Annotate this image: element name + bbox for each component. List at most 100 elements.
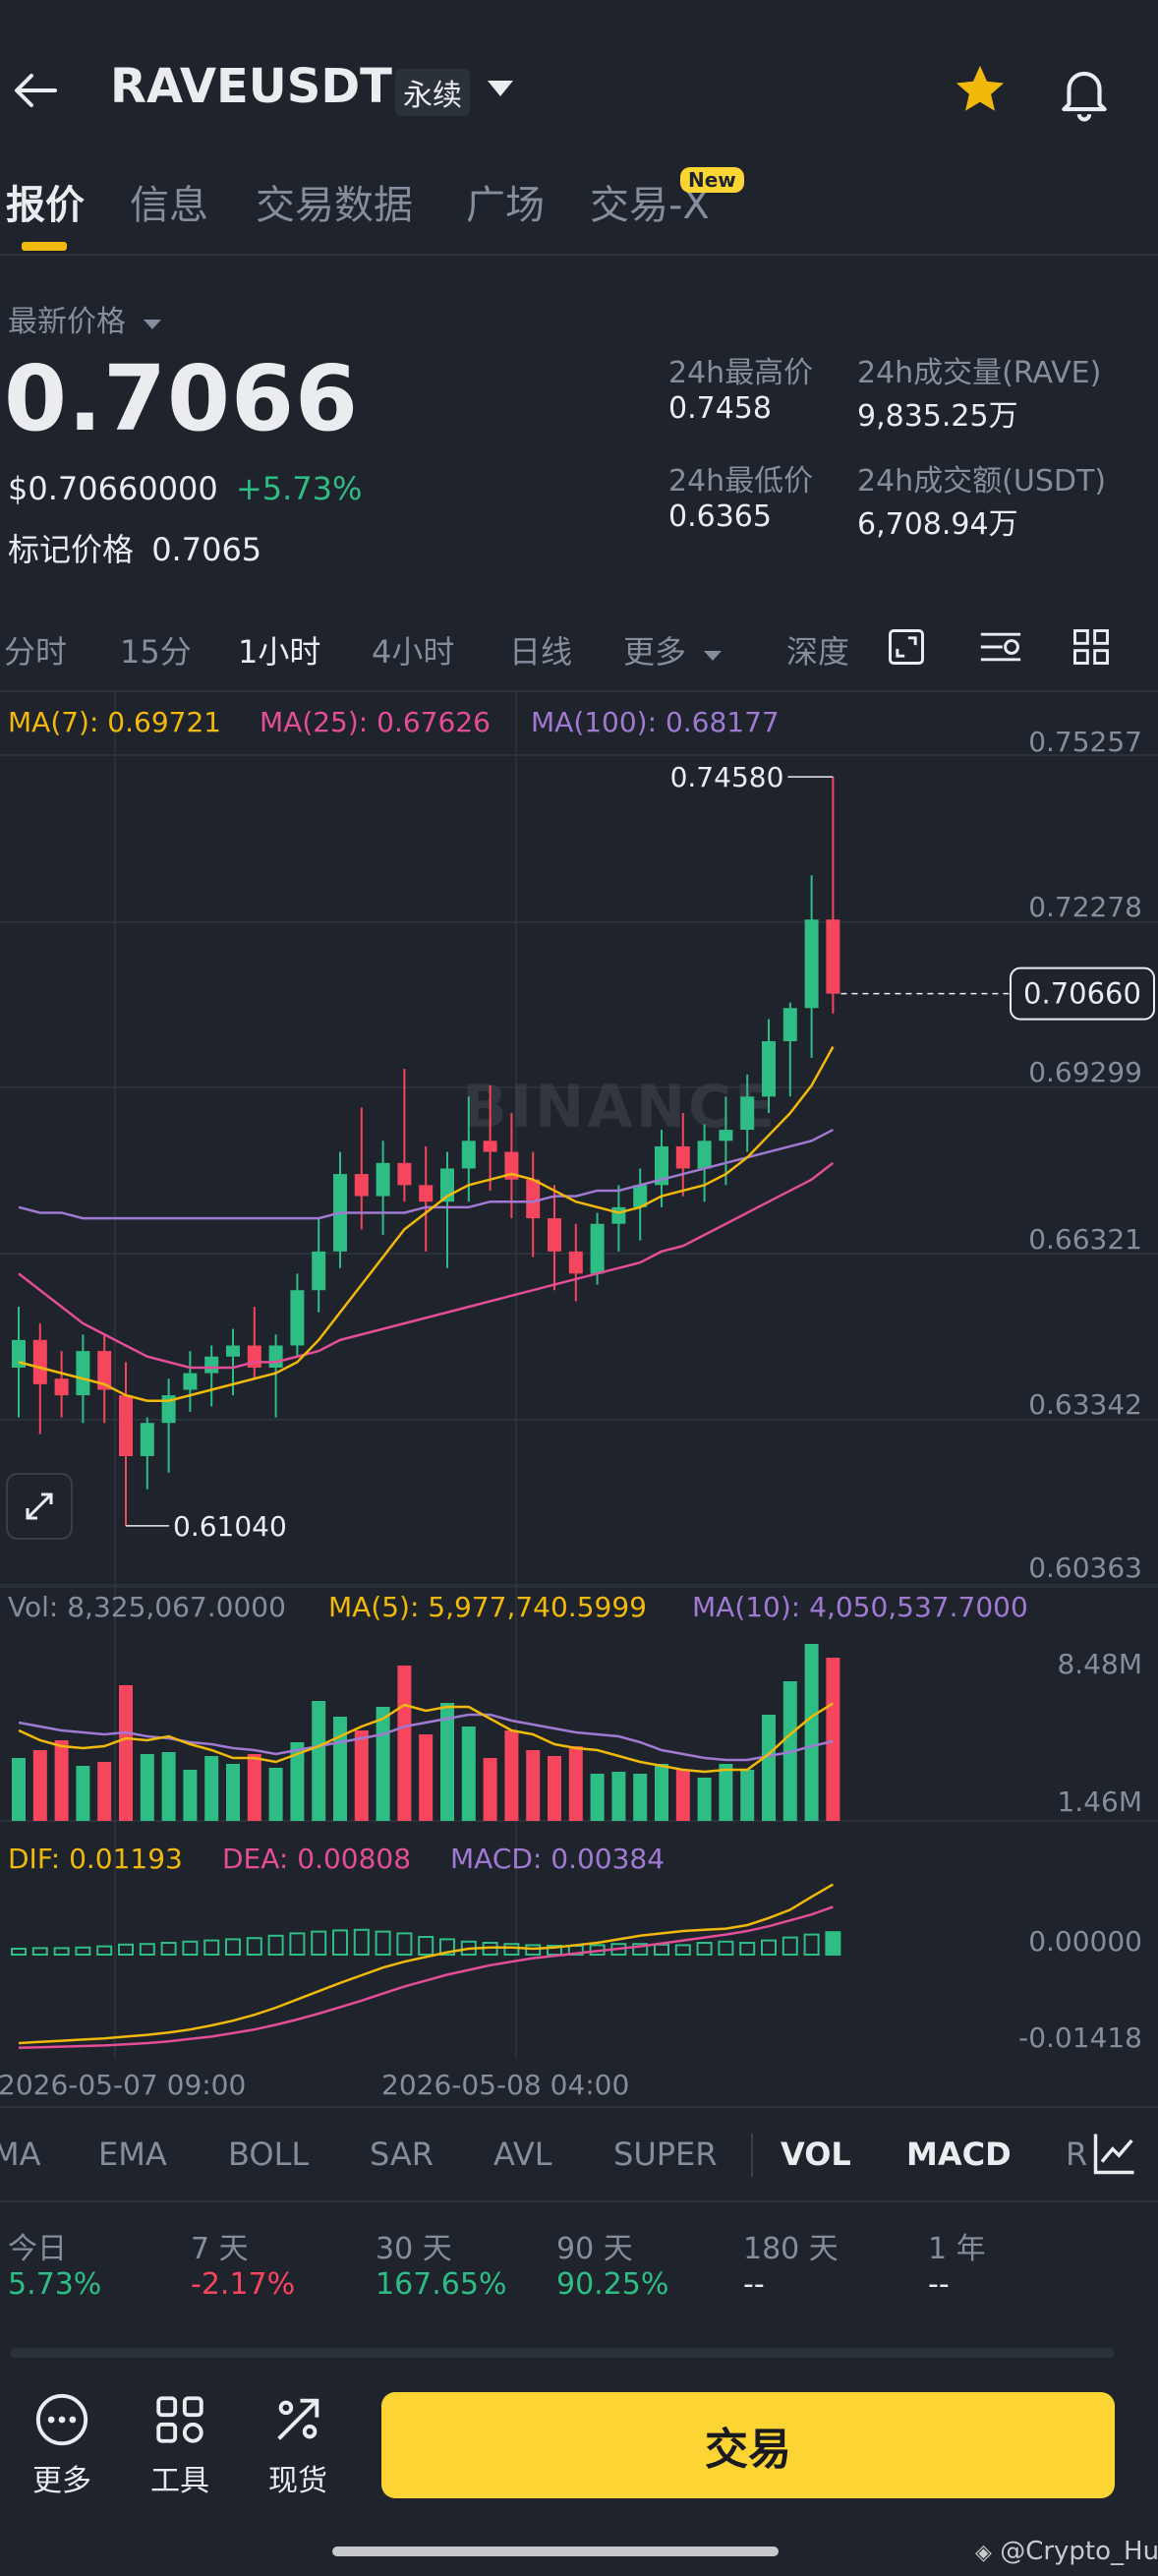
indicator-vol[interactable]: VOL bbox=[781, 2136, 851, 2173]
indicator-rsi-partial[interactable]: R bbox=[1066, 2136, 1088, 2173]
macd-hist-bar bbox=[439, 1938, 455, 1957]
layout-grid-icon[interactable] bbox=[1070, 625, 1113, 673]
candle-up bbox=[611, 1206, 626, 1224]
candle-up bbox=[12, 1339, 26, 1368]
price-axis-label: 0.63342 bbox=[1028, 1388, 1142, 1421]
volume-bar bbox=[333, 1717, 347, 1821]
interval-more[interactable]: 更多 bbox=[623, 627, 724, 673]
new-badge: New bbox=[680, 167, 744, 193]
volume-bar bbox=[568, 1746, 583, 1821]
interval-15m[interactable]: 15分 bbox=[120, 633, 192, 671]
macd-hist-bar bbox=[803, 1933, 820, 1956]
vol-ma5-legend: MA(5): 5,977,740.5999 bbox=[328, 1591, 647, 1623]
macd-hist-bar bbox=[353, 1928, 370, 1957]
perf-90d-value: 90.25% bbox=[556, 2267, 669, 2302]
mark-price-line: 标记价格 0.7065 bbox=[8, 525, 261, 570]
scroll-hint-bar bbox=[10, 2348, 1115, 2358]
fullscreen-chart-icon[interactable] bbox=[885, 625, 928, 673]
macd-hist-bar bbox=[96, 1945, 113, 1956]
indicator-super[interactable]: SUPER bbox=[613, 2136, 718, 2173]
perf-7d-value: -2.17% bbox=[191, 2267, 296, 2302]
volume-bar bbox=[226, 1764, 240, 1821]
high-marker-text: 0.74580 bbox=[670, 761, 784, 793]
back-icon[interactable] bbox=[10, 65, 61, 116]
interval-4h[interactable]: 4小时 bbox=[372, 633, 455, 671]
interval-timeline[interactable]: 分时 bbox=[4, 633, 68, 671]
candle-down bbox=[419, 1185, 434, 1202]
macd-hist-bar bbox=[674, 1944, 691, 1957]
volume-bar bbox=[204, 1756, 219, 1821]
indicator-sar[interactable]: SAR bbox=[370, 2136, 434, 2173]
candle-down bbox=[119, 1395, 133, 1457]
macd-hist-bar bbox=[139, 1943, 155, 1956]
macd-hist-bar bbox=[396, 1932, 413, 1957]
bottom-spot-button[interactable]: 现货 bbox=[254, 2391, 342, 2499]
chart-grid bbox=[0, 692, 1158, 2059]
interval-1h[interactable]: 1小时 bbox=[238, 633, 321, 671]
indicator-boll[interactable]: BOLL bbox=[228, 2136, 310, 2173]
high-24h-label: 24h最高价 bbox=[668, 356, 814, 390]
macd-hist-bar bbox=[11, 1948, 27, 1956]
volume-bar bbox=[655, 1764, 668, 1821]
macd-hist-bar bbox=[289, 1932, 306, 1957]
vol-ma10-legend: MA(10): 4,050,537.7000 bbox=[692, 1591, 1028, 1623]
candle-down bbox=[397, 1162, 412, 1186]
tab-quote[interactable]: 报价 bbox=[6, 183, 85, 228]
perf-30d-label: 30 天 bbox=[376, 2232, 452, 2266]
candle-up bbox=[697, 1141, 712, 1169]
candle-up bbox=[376, 1162, 390, 1197]
macd-hist-bar bbox=[761, 1939, 777, 1956]
candlestick-chart[interactable]: MA(7): 0.69721 MA(25): 0.67626 MA(100): … bbox=[0, 692, 1158, 2108]
vol-quote-24h: 6,708.94万 bbox=[857, 507, 1018, 542]
ma25-line bbox=[18, 1161, 835, 1370]
vol-legend: Vol: 8,325,067.0000 bbox=[8, 1591, 286, 1623]
indicator-macd[interactable]: MACD bbox=[906, 2136, 1012, 2173]
binance-logo-icon: ◈ bbox=[975, 2541, 992, 2565]
symbol-title[interactable]: RAVEUSDT bbox=[110, 59, 392, 114]
depth-tab[interactable]: 深度 bbox=[786, 633, 850, 671]
perf-today-value: 5.73% bbox=[8, 2267, 102, 2302]
footer-watermark-text: @Crypto_Hu bbox=[1000, 2537, 1158, 2566]
indicator-ema[interactable]: EMA bbox=[98, 2136, 167, 2173]
expand-chart-button[interactable] bbox=[6, 1473, 73, 1540]
candle-down bbox=[526, 1179, 541, 1219]
dea-line bbox=[18, 1905, 834, 2050]
bottom-tools-button[interactable]: 工具 bbox=[136, 2391, 224, 2499]
contract-type-badge[interactable]: 永续 bbox=[395, 69, 470, 116]
last-price-label[interactable]: 最新价格 bbox=[8, 297, 163, 340]
volume-bar bbox=[590, 1774, 605, 1821]
macd-hist-bar bbox=[75, 1946, 91, 1957]
ma100-legend: MA(100): 0.68177 bbox=[531, 706, 780, 738]
indicator-avl[interactable]: AVL bbox=[493, 2136, 552, 2173]
usd-price: $0.70660000 bbox=[8, 470, 218, 507]
macd-hist-bar bbox=[718, 1940, 734, 1957]
indicator-ma[interactable]: MA bbox=[0, 2136, 41, 2173]
trade-button[interactable]: 交易 bbox=[381, 2392, 1115, 2498]
volume-bar bbox=[32, 1750, 47, 1821]
symbol-dropdown-icon[interactable] bbox=[486, 79, 515, 102]
candle-down bbox=[504, 1151, 519, 1180]
time-axis-label: 2026-05-07 09:00 bbox=[0, 2069, 246, 2101]
tab-square[interactable]: 广场 bbox=[466, 183, 545, 228]
favorite-star-icon[interactable] bbox=[952, 61, 1009, 122]
more-dots-icon bbox=[35, 2393, 88, 2446]
notification-bell-icon[interactable] bbox=[1054, 61, 1115, 126]
perf-7d-label: 7 天 bbox=[191, 2232, 249, 2266]
volume-bar bbox=[826, 1658, 840, 1821]
interval-1d[interactable]: 日线 bbox=[509, 633, 573, 671]
macd-hist-bar bbox=[696, 1942, 713, 1956]
tab-info[interactable]: 信息 bbox=[130, 183, 208, 228]
chart-settings-icon[interactable] bbox=[977, 625, 1024, 673]
volume-bar bbox=[312, 1701, 326, 1821]
perf-1y-value: -- bbox=[928, 2267, 950, 2302]
tab-trading-data[interactable]: 交易数据 bbox=[256, 183, 413, 228]
candle-up bbox=[719, 1130, 733, 1142]
candle-down bbox=[483, 1141, 497, 1152]
volume-bar bbox=[376, 1707, 390, 1821]
vol-quote-24h-label: 24h成交额(USDT) bbox=[857, 464, 1107, 498]
bottom-more-button[interactable]: 更多 bbox=[18, 2391, 106, 2499]
mark-price: 0.7065 bbox=[151, 531, 262, 568]
volume-bar bbox=[247, 1754, 261, 1821]
indicator-settings-icon[interactable] bbox=[1089, 2128, 1140, 2183]
volume-ma5-line bbox=[18, 1702, 835, 1774]
